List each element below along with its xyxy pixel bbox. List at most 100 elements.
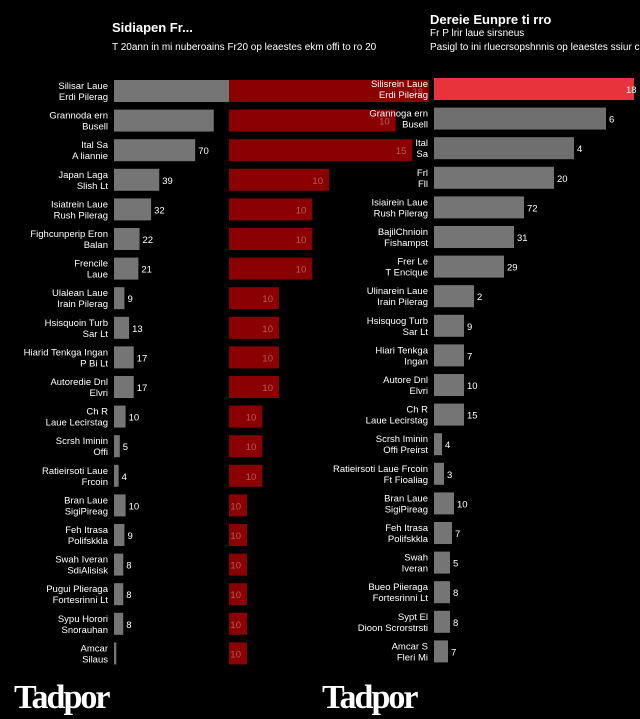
right-value-label-15: 7 xyxy=(455,529,460,540)
left-bar-10 xyxy=(114,376,134,398)
left-category-label-line1-7: Ulalean Laue xyxy=(52,288,108,299)
right-value-label-2: 4 xyxy=(577,144,582,155)
left-category-label-19: Amcar Silaus xyxy=(81,643,109,665)
middle-value-label-12: 10 xyxy=(246,442,257,453)
left-category-label-line1-1: Grannoda ern xyxy=(49,111,108,122)
left-category-label-line1-6: Frencile xyxy=(74,259,108,270)
left-category-label-12: Scrsh Iminin Offi xyxy=(56,436,108,458)
right-category-label-line2-7: Irain Pilerag xyxy=(377,297,428,308)
right-bar-11 xyxy=(434,403,464,426)
right-category-label-line1-7: Ulinarein Laue xyxy=(367,286,428,297)
middle-bar-2 xyxy=(229,139,413,162)
right-value-label-7: 2 xyxy=(477,292,482,303)
left-category-label-9: Hiarid Tenkga Ingan P Bi Lt xyxy=(24,347,109,369)
left-value-label-9: 17 xyxy=(137,353,148,364)
middle-bar-4 xyxy=(229,198,313,221)
left-bar-14 xyxy=(114,494,126,517)
right-category-label-line2-18: Dioon Scrorstrsti xyxy=(358,623,428,634)
right-category-label-line1-15: Feh Itrasa xyxy=(385,523,428,534)
left-category-label-line2-3: Slish Lt xyxy=(77,181,109,192)
right-bar-8 xyxy=(434,314,464,337)
middle-value-label-7: 10 xyxy=(262,294,273,305)
right-category-label-line2-2: Sa xyxy=(416,149,428,160)
right-value-label-0: 18 xyxy=(626,85,637,96)
left-category-label-line1-3: Japan Laga xyxy=(58,170,108,181)
right-category-label-16: Swah Iveran xyxy=(402,553,428,575)
middle-bar-18 xyxy=(229,612,247,635)
middle-bar-17 xyxy=(229,583,247,606)
right-category-label-line1-1: Grannoga ern xyxy=(369,109,428,120)
right-value-label-16: 5 xyxy=(453,559,458,570)
left-bar-8 xyxy=(114,316,130,339)
left-category-label-line1-11: Ch R xyxy=(86,407,108,418)
right-category-label-11: Ch R Laue Lecirstag xyxy=(366,405,428,427)
right-category-label-line2-10: Elvri xyxy=(410,386,428,397)
right-category-label-line1-6: Frer Le xyxy=(397,257,428,268)
left-category-label-4: Isiatrein Laue Rush Pilerag xyxy=(51,199,108,221)
right-category-label-line1-3: Frl xyxy=(417,168,428,179)
left-value-label-4: 32 xyxy=(154,205,165,216)
right-category-label-6: Frer Le T Encique xyxy=(385,257,428,279)
middle-bar-13 xyxy=(229,464,263,487)
right-category-label-1: Grannoga ern Busell xyxy=(369,109,428,131)
middle-bar-16 xyxy=(229,553,247,576)
right-category-label-line2-19: Fleri Mi xyxy=(397,652,428,663)
right-category-label-line1-16: Swah xyxy=(404,553,428,564)
left-bar-17 xyxy=(114,583,124,606)
right-value-label-9: 7 xyxy=(467,351,472,362)
right-category-label-18: Sypt El Dioon Scrorstrsti xyxy=(358,612,428,634)
right-category-label-4: Isiairein Laue Rush Pilerag xyxy=(371,197,428,219)
right-bar-14 xyxy=(434,492,454,515)
middle-bar-5 xyxy=(229,228,313,250)
middle-value-label-11: 10 xyxy=(246,413,257,424)
left-bar-12 xyxy=(114,435,120,458)
middle-bar-15 xyxy=(229,524,247,546)
left-value-label-17: 8 xyxy=(126,590,131,601)
left-category-label-0: Silisar Laue Erdi Pilerag xyxy=(58,81,108,103)
right-category-label-line1-5: BajilChnioin xyxy=(378,227,428,238)
right-bar-5 xyxy=(434,226,514,248)
left-value-label-6: 21 xyxy=(141,265,152,276)
left-category-label-line2-8: Sar Lt xyxy=(83,329,109,340)
middle-bar-3 xyxy=(229,168,329,191)
right-category-label-10: Autore Dnl Elvri xyxy=(383,375,428,397)
left-category-label-line1-2: Ital Sa xyxy=(81,140,109,151)
middle-bar-7 xyxy=(229,287,279,310)
left-category-label-line1-18: Sypu Horori xyxy=(58,614,108,625)
right-category-label-line2-14: SigiPireag xyxy=(385,504,428,515)
right-category-label-12: Scrsh Iminin Offi Preirst xyxy=(376,434,429,456)
middle-value-label-10: 10 xyxy=(262,383,273,394)
right-chart-subtitle-2: Pasigl to ini rluecrsopshnnis op leaeste… xyxy=(430,42,640,53)
middle-value-label-17: 10 xyxy=(230,590,241,601)
left-category-label-line1-14: Bran Laue xyxy=(64,495,108,506)
left-bar-11 xyxy=(114,405,126,428)
right-category-label-9: Hiari Tenkga Ingan xyxy=(375,345,428,367)
right-category-label-17: Bueo Piieraga Fortesrinni Lt xyxy=(368,582,428,604)
right-category-label-line2-11: Laue Lecirstag xyxy=(366,416,428,427)
left-value-label-10: 17 xyxy=(137,383,148,394)
right-bar-10 xyxy=(434,374,464,396)
middle-value-label-8: 10 xyxy=(262,324,273,335)
left-value-label-13: 4 xyxy=(122,472,127,483)
left-category-label-line1-13: Ratieirsoti Laue xyxy=(42,466,108,477)
left-value-label-5: 22 xyxy=(143,235,154,246)
left-category-label-line2-16: SdiAlisisk xyxy=(67,566,108,577)
left-category-label-line2-1: Busell xyxy=(82,122,108,133)
right-bar-12 xyxy=(434,433,442,456)
left-category-label-line2-5: Balan xyxy=(84,240,108,251)
right-value-label-5: 31 xyxy=(517,233,528,244)
left-bar-7 xyxy=(114,287,125,310)
left-category-label-2: Ital Sa A liannie xyxy=(72,140,109,162)
right-bar-13 xyxy=(434,462,444,485)
right-category-label-13: Ratieirsoti Laue Frcoin Ft Fioaliag xyxy=(333,464,428,486)
left-value-label-14: 10 xyxy=(129,501,140,512)
right-category-label-line2-3: Fll xyxy=(418,179,428,190)
left-bar-9 xyxy=(114,346,134,369)
right-value-label-4: 72 xyxy=(527,203,538,214)
right-category-label-8: Hsisquog Turb Sar Lt xyxy=(367,316,429,338)
right-category-label-line1-12: Scrsh Iminin xyxy=(376,434,428,445)
left-bar-4 xyxy=(114,198,152,221)
right-category-label-line2-6: T Encique xyxy=(385,268,428,279)
left-category-label-line2-2: A liannie xyxy=(72,151,108,162)
right-category-label-line1-11: Ch R xyxy=(406,405,428,416)
